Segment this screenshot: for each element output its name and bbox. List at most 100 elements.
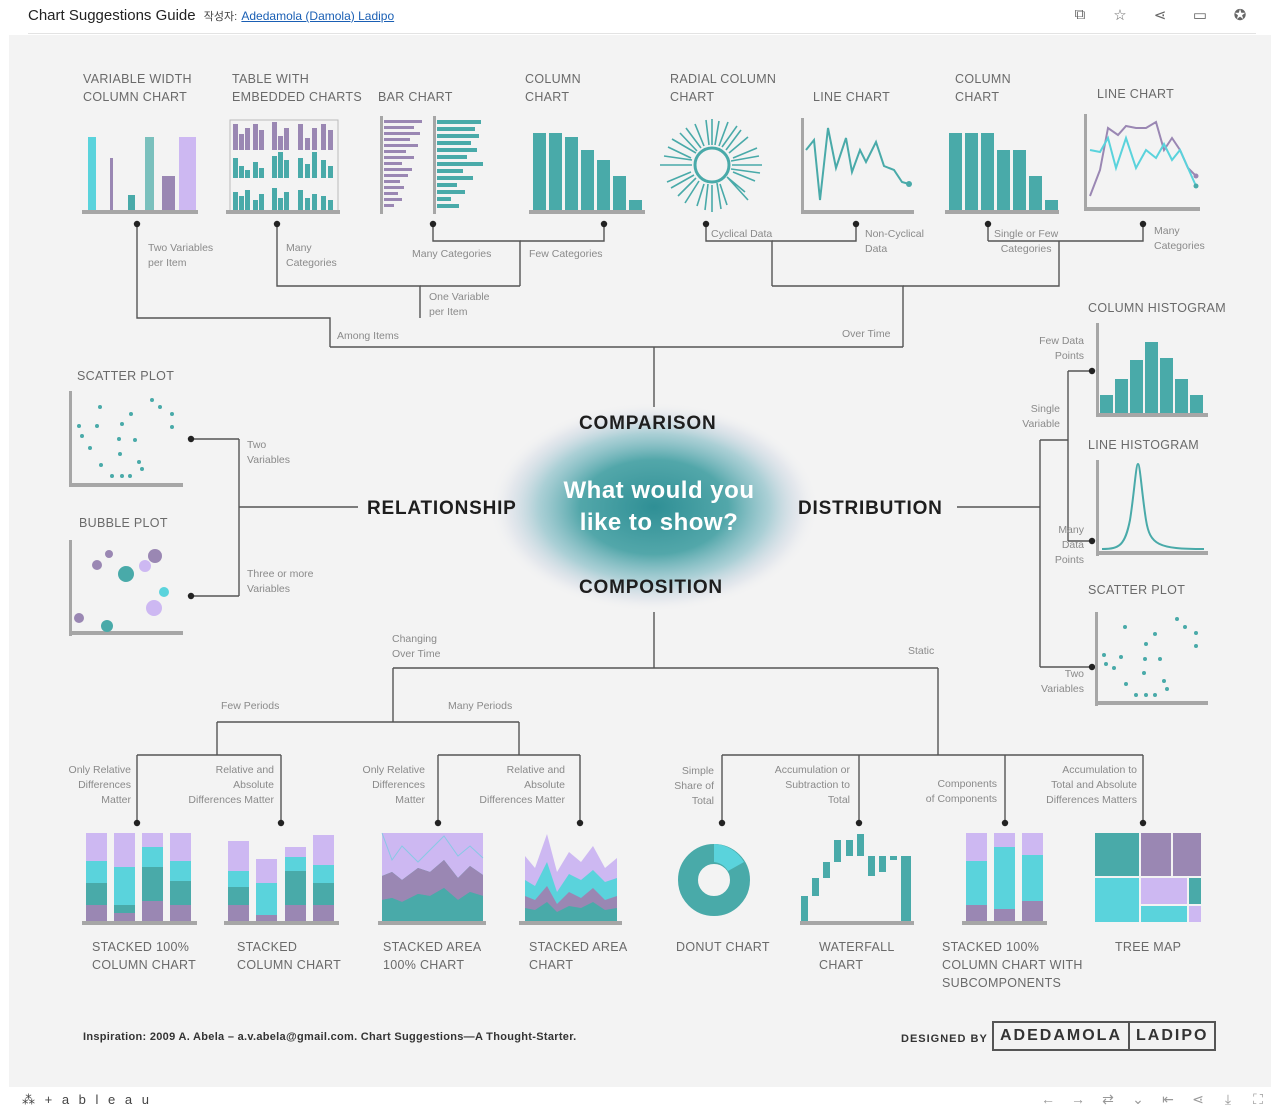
label-few-categories: Few Categories — [529, 248, 603, 260]
icon-column-chart-1 — [529, 133, 645, 214]
label-many-periods: Many Periods — [448, 700, 513, 712]
fullscreen-icon[interactable]: ⛶ — [1253, 1091, 1263, 1107]
chart-guide-graphic — [69, 114, 1208, 925]
toolbar: ⧉ ☆ ⋖ ▭ ✪ — [1070, 6, 1250, 24]
tableau-wordmark: + a b l e a u — [44, 1092, 152, 1107]
label-changing-over-time: Changing Over Time — [392, 633, 441, 660]
designer-badge: ADEDAMOLA LADIPO — [992, 1021, 1217, 1051]
award-icon[interactable]: ✪ — [1233, 7, 1247, 24]
label-only-relative-2: Only Relative Differences Matter — [362, 764, 425, 806]
designer-last-name: LADIPO — [1128, 1023, 1214, 1049]
label-one-variable-per-item: One Variable per Item — [429, 291, 490, 318]
label-cyclical-data: Cyclical Data — [711, 228, 773, 240]
label-waterfall-chart: WATERFALL CHART — [819, 940, 895, 972]
label-radial-column: RADIAL COLUMN CHART — [670, 72, 777, 104]
icon-scatter-plot-right — [1095, 612, 1208, 706]
designer-first-name: ADEDAMOLA — [1000, 1027, 1122, 1044]
label-table-embedded: TABLE WITH EMBEDDED CHARTS — [232, 72, 362, 104]
label-stacked-100-column: STACKED 100% COLUMN CHART — [92, 940, 197, 972]
comment-icon[interactable]: ▭ — [1192, 7, 1208, 24]
label-accumulation-total: Accumulation to Total and Absolute Differe… — [1046, 764, 1137, 806]
icon-line-histogram — [1096, 460, 1208, 556]
label-many-categories-2: Many Categories — [412, 248, 492, 260]
category-distribution[interactable]: DISTRIBUTION — [798, 498, 943, 519]
top-bar: Chart Suggestions Guide 작성자: Adedamola (… — [0, 0, 1280, 34]
label-line-chart-2: LINE CHART — [1097, 87, 1175, 101]
duplicate-icon[interactable]: ⧉ — [1074, 6, 1086, 23]
label-bubble-plot: BUBBLE PLOT — [79, 516, 168, 530]
tableau-logo[interactable]: ⁂ + a b l e a u — [22, 1092, 152, 1108]
inspiration-note: Inspiration: 2009 A. Abela – a.v.abela@g… — [83, 1031, 577, 1043]
label-two-variables-rel: Two Variables — [247, 439, 290, 466]
viz-title: Chart Suggestions Guide 작성자: Adedamola (… — [28, 7, 394, 24]
dropdown-chevron-icon[interactable]: ⌄ — [1132, 1091, 1144, 1107]
icon-radial-column — [660, 119, 762, 212]
icon-column-histogram — [1096, 323, 1208, 417]
label-stacked-column: STACKED COLUMN CHART — [237, 940, 342, 972]
icon-scatter-plot-left — [69, 391, 183, 487]
icon-stacked-column — [224, 835, 339, 925]
icon-tree-map — [1095, 833, 1201, 922]
icon-stacked-100-subcomponents — [962, 833, 1047, 925]
icon-waterfall — [800, 834, 914, 925]
revert-icon[interactable]: ⇄ — [1102, 1091, 1114, 1107]
icon-bar-chart — [380, 116, 483, 214]
category-comparison[interactable]: COMPARISON — [579, 413, 717, 434]
label-line-histogram: LINE HISTOGRAM — [1088, 438, 1199, 452]
label-few-periods: Few Periods — [221, 700, 280, 712]
label-relative-absolute-2: Relative and Absolute Differences Matter — [479, 764, 565, 806]
category-relationship[interactable]: RELATIONSHIP — [367, 498, 517, 519]
label-many-categories-3: Many Categories — [1154, 225, 1205, 252]
share-icon[interactable]: ⋖ — [1153, 7, 1167, 24]
icon-variable-width-column — [82, 137, 198, 214]
label-column-chart-1: COLUMN CHART — [525, 72, 581, 104]
tree-dots — [133, 220, 1147, 827]
tableau-mark-icon: ⁂ — [22, 1092, 38, 1107]
label-non-cyclical: Non-Cyclical Data — [865, 228, 924, 255]
label-scatter-plot-right: SCATTER PLOT — [1088, 583, 1186, 597]
icon-bubble-plot — [69, 540, 183, 636]
label-two-variables-per-item: Two Variables per Item — [148, 242, 214, 269]
label-donut-chart: DONUT CHART — [676, 940, 770, 954]
center-question: What would you like to show? — [563, 477, 755, 536]
label-static: Static — [908, 645, 935, 657]
viz-toolbar: ← → ⇄ ⌄ ⇤ ⋖ ⤓ ⛶ — [1040, 1091, 1266, 1108]
category-composition[interactable]: COMPOSITION — [579, 577, 723, 598]
tree-lines — [136, 224, 1144, 823]
label-variable-width-column: VARIABLE WIDTH COLUMN CHART — [83, 72, 192, 104]
label-components-of-components: Components of Components — [925, 778, 997, 805]
label-few-data-points: Few Data Points — [1039, 335, 1084, 362]
label-accumulation-subtraction: Accumulation or Subtraction to Total — [774, 764, 850, 806]
icon-column-chart-2 — [945, 133, 1059, 214]
label-stacked-area-100: STACKED AREA 100% CHART — [383, 940, 482, 972]
icon-line-chart-1 — [801, 118, 914, 214]
designed-by-label: DESIGNED BY — [901, 1033, 988, 1045]
label-bar-chart: BAR CHART — [378, 90, 453, 104]
author-prefix: 작성자: — [203, 11, 238, 23]
label-many-categories-1: Many Categories — [286, 242, 337, 269]
label-only-relative-1: Only Relative Differences Matter — [68, 764, 131, 806]
label-single-variable: Single Variable — [1022, 403, 1060, 430]
first-page-icon[interactable]: ⇤ — [1162, 1091, 1174, 1107]
label-over-time: Over Time — [842, 328, 891, 340]
icon-stacked-area — [519, 834, 622, 925]
label-line-chart-1: LINE CHART — [813, 90, 891, 104]
download-icon[interactable]: ⤓ — [1224, 1091, 1232, 1107]
redo-icon[interactable]: → — [1071, 1091, 1085, 1107]
label-stacked-100-subcomponents: STACKED 100% COLUMN CHART WITH SUBCOMPONEN… — [942, 940, 1083, 990]
label-scatter-plot-left: SCATTER PLOT — [77, 369, 175, 383]
icon-stacked-area-100 — [378, 832, 486, 925]
label-relative-absolute-1: Relative and Absolute Differences Matter — [188, 764, 274, 806]
favorite-icon[interactable]: ☆ — [1113, 7, 1127, 24]
dashboard-canvas[interactable]: VARIABLE WIDTH COLUMN CHART TABLE WITH EMB… — [9, 35, 1271, 1087]
label-simple-share: Simple Share of Total — [674, 765, 714, 807]
undo-icon[interactable]: ← — [1041, 1091, 1055, 1107]
share-footer-icon[interactable]: ⋖ — [1192, 1091, 1204, 1107]
author-link[interactable]: Adedamola (Damola) Ladipo — [241, 9, 395, 23]
icon-table-embedded-charts — [226, 119, 340, 214]
label-column-histogram: COLUMN HISTOGRAM — [1088, 301, 1226, 315]
icon-line-chart-2 — [1084, 114, 1200, 211]
label-column-chart-2: COLUMN CHART — [955, 72, 1011, 104]
center-glow — [489, 402, 819, 612]
bottom-bar: ⁂ + a b l e a u ← → ⇄ ⌄ ⇤ ⋖ ⤓ ⛶ — [0, 1087, 1280, 1115]
